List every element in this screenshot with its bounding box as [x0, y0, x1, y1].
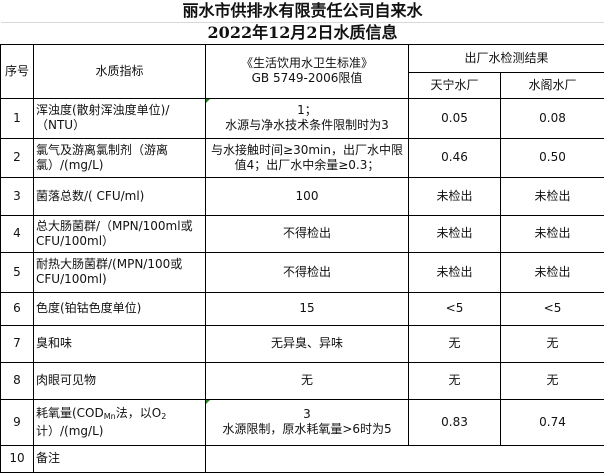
row-no[interactable]: 9 [0, 398, 34, 446]
row-indicator[interactable]: 臭和味 [33, 324, 206, 363]
row-no[interactable]: 3 [0, 176, 34, 216]
limit-line2: 水源与净水技术条件限制时为3 [225, 118, 389, 132]
row-plant1[interactable]: 未检出 [408, 251, 501, 293]
row-plant1[interactable]: <5 [408, 291, 501, 326]
header-plant-shuige[interactable]: 水阁水厂 [499, 71, 604, 99]
row-plant2[interactable]: 0.74 [499, 398, 604, 446]
row-limit[interactable]: 与水接触时间≥30min，出厂水中限值4；出厂水中余量≥0.3； [205, 137, 409, 178]
header-plant-tianning[interactable]: 天宁水厂 [408, 71, 501, 99]
indicator-part-a: 耗氧量(COD [36, 405, 104, 420]
row-plant2[interactable]: <5 [499, 291, 604, 326]
row-indicator[interactable]: 总大肠菌群/（MPN/100ml或CFU/100ml） [33, 214, 206, 253]
table-row: 1 浑浊度(散射浑浊度单位)/（NTU） 1； 水源与净水技术条件限制时为3 0.… [0, 97, 604, 139]
row-limit[interactable]: 15 [205, 291, 409, 326]
row-limit[interactable]: 不得检出 [205, 251, 409, 293]
table-row: 3 菌落总数/( CFU/ml) 100 未检出 未检出 [0, 176, 604, 216]
row-indicator[interactable]: 肉眼可见物 [33, 361, 206, 400]
table-row: 10 备注 [0, 444, 604, 473]
row-no[interactable]: 6 [0, 291, 34, 326]
header-standard-line2: GB 5749-2006限值 [251, 71, 363, 85]
row-plant1[interactable]: 未检出 [408, 214, 501, 253]
header-no[interactable]: 序号 [0, 43, 34, 99]
row-plant1[interactable]: 无 [408, 361, 501, 400]
row-indicator[interactable]: 耗氧量(CODMn法，以O2 计）/(mg/L) [33, 398, 206, 446]
row-no[interactable]: 4 [0, 214, 34, 253]
indicator-part-c: 计）/(mg/L) [36, 423, 104, 438]
row-indicator[interactable]: 浑浊度(散射浑浊度单位)/（NTU） [33, 97, 206, 139]
row-plant2[interactable]: 未检出 [499, 176, 604, 216]
row-no[interactable]: 1 [0, 97, 34, 139]
row-indicator[interactable]: 色度(铂钴色度单位) [33, 291, 206, 326]
row-no[interactable]: 5 [0, 251, 34, 293]
limit-line1: 1； [297, 103, 317, 117]
row-plant1[interactable]: 未检出 [408, 176, 501, 216]
row-plant1[interactable]: 0.83 [408, 398, 501, 446]
indicator-subscript-2: 2 [161, 411, 167, 421]
row-indicator[interactable]: 耐热大肠菌群/(MPN/100或CFU/100ml) [33, 251, 206, 293]
table-row: 2 氯气及游离氯制剂（游离氯）/(mg/L) 与水接触时间≥30min，出厂水中… [0, 137, 604, 178]
indicator-subscript-mn: Mn [103, 411, 116, 421]
header-results[interactable]: 出厂水检测结果 [407, 43, 604, 73]
remarks-cell[interactable] [204, 444, 604, 473]
row-plant2[interactable]: 未检出 [499, 251, 604, 293]
row-plant1[interactable]: 0.05 [408, 97, 501, 139]
row-limit[interactable]: 1； 水源与净水技术条件限制时为3 [205, 97, 409, 139]
table-row: 9 耗氧量(CODMn法，以O2 计）/(mg/L) 3 水源限制，原水耗氧量>6时… [0, 398, 604, 446]
row-no[interactable]: 2 [0, 137, 34, 178]
row-plant1[interactable]: 无 [408, 324, 501, 363]
table-row: 4 总大肠菌群/（MPN/100ml或CFU/100ml） 不得检出 未检出 未… [0, 214, 604, 253]
row-limit[interactable]: 3 水源限制，原水耗氧量>6时为5 [205, 398, 409, 446]
row-limit[interactable]: 无 [205, 361, 409, 400]
row-limit[interactable]: 100 [205, 176, 409, 216]
row-limit[interactable]: 无异臭、异味 [205, 324, 409, 363]
header-standard-line1: 《生活饮用水卫生标准》 [240, 56, 373, 70]
row-no[interactable]: 8 [0, 361, 34, 400]
row-indicator[interactable]: 菌落总数/( CFU/ml) [33, 176, 206, 216]
indicator-part-b: 法，以O [115, 405, 162, 420]
row-plant2[interactable]: 未检出 [499, 214, 604, 253]
limit-line1: 3 [303, 407, 311, 421]
row-indicator[interactable]: 氯气及游离氯制剂（游离氯）/(mg/L) [33, 137, 206, 178]
table-row: 7 臭和味 无异臭、异味 无 无 [0, 324, 604, 363]
comment-marker-icon [206, 400, 210, 404]
row-no[interactable]: 10 [0, 444, 34, 473]
header-indicator[interactable]: 水质指标 [33, 43, 206, 99]
row-plant2[interactable]: 无 [499, 361, 604, 400]
row-no[interactable]: 7 [0, 324, 34, 363]
title-line-2[interactable]: 2022年12月2日水质信息 [0, 22, 604, 45]
row-limit[interactable]: 不得检出 [205, 214, 409, 253]
table-row: 8 肉眼可见物 无 无 无 [0, 361, 604, 400]
table-row: 6 色度(铂钴色度单位) 15 <5 <5 [0, 291, 604, 326]
row-plant2[interactable]: 无 [499, 324, 604, 363]
row-plant1[interactable]: 0.46 [408, 137, 501, 178]
limit-line2: 水源限制，原水耗氧量>6时为5 [222, 422, 392, 436]
title-line-1[interactable]: 丽水市供排水有限责任公司自来水 [0, 0, 604, 23]
row-indicator[interactable]: 备注 [33, 444, 206, 473]
row-plant2[interactable]: 0.08 [499, 97, 604, 139]
table-row: 5 耐热大肠菌群/(MPN/100或CFU/100ml) 不得检出 未检出 未检… [0, 251, 604, 293]
row-plant2[interactable]: 0.50 [499, 137, 604, 178]
comment-marker-icon [206, 99, 210, 103]
header-standard[interactable]: 《生活饮用水卫生标准》 GB 5749-2006限值 [205, 43, 409, 99]
